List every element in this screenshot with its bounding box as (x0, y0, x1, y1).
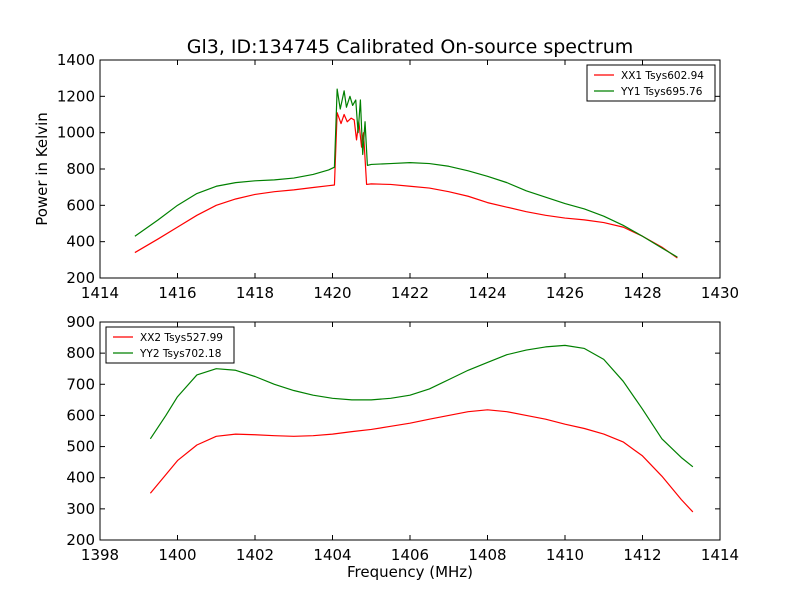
p0-x-tick-label: 1414 (81, 284, 119, 302)
p0-y-tick-label: 1400 (57, 51, 95, 69)
p0-x-tick-label: 1420 (313, 284, 351, 302)
p1-legend-label-0: XX2 Tsys527.99 (140, 332, 223, 344)
p0-x-tick-label: 1422 (391, 284, 429, 302)
p0-x-tick-label: 1424 (468, 284, 506, 302)
p1-x-axis-label: Frequency (MHz) (347, 563, 473, 581)
chart-title: Gl3, ID:134745 Calibrated On-source spec… (187, 36, 634, 58)
p1-x-tick-label: 1404 (313, 546, 351, 564)
p0-x-tick-label: 1416 (158, 284, 196, 302)
p1-series-line-1 (149, 344, 694, 468)
p1-y-tick-label: 500 (66, 438, 95, 456)
p0-x-tick-label: 1418 (236, 284, 274, 302)
p1-legend: XX2 Tsys527.99 YY2 Tsys702.18 (105, 326, 235, 364)
p0-x-tick-label: 1428 (623, 284, 661, 302)
p0-legend-label-0: XX1 Tsys602.94 (621, 70, 704, 82)
p0-y-tick-label: 800 (66, 160, 95, 178)
p0-y-axis-label: Power in Kelvin (33, 112, 51, 226)
p0-y-tick-label: 600 (66, 196, 95, 214)
p1-y-tick-label: 800 (66, 344, 95, 362)
p1-x-tick-label: 1412 (623, 546, 661, 564)
p0-x-tick-label: 1430 (701, 284, 739, 302)
p1-legend-box (105, 326, 235, 364)
p0-legend-box (586, 64, 716, 102)
p1-y-tick-label: 200 (66, 531, 95, 549)
p1-x-tick-label: 1402 (236, 546, 274, 564)
p1-series-line-0 (149, 409, 694, 513)
p1-y-tick-label: 900 (66, 313, 95, 331)
p0-y-tick-label: 200 (66, 269, 95, 287)
p0-y-tick-label: 1200 (57, 87, 95, 105)
bottom-spectrum-panel: 1398 1400 1402 1404 1406 1408 1410 1412 1414 200 3… (66, 313, 739, 581)
p0-series-line-1 (134, 88, 678, 258)
p0-legend: XX1 Tsys602.94 YY1 Tsys695.76 (586, 64, 716, 102)
p1-x-tick-label: 1410 (546, 546, 584, 564)
p1-y-tick-label: 600 (66, 406, 95, 424)
p1-y-tick-label: 700 (66, 375, 95, 393)
p1-y-tick-label: 400 (66, 469, 95, 487)
p1-x-tick-label: 1414 (701, 546, 739, 564)
p0-y-tick-label: 1000 (57, 124, 95, 142)
p0-legend-label-1: YY1 Tsys695.76 (620, 86, 703, 98)
p0-x-tick-label: 1426 (546, 284, 584, 302)
p1-y-tick-label: 300 (66, 500, 95, 518)
p0-y-tick-label: 400 (66, 233, 95, 251)
p1-x-tick-label: 1408 (468, 546, 506, 564)
p1-x-tick-label: 1406 (391, 546, 429, 564)
p1-legend-label-1: YY2 Tsys702.18 (139, 348, 221, 360)
top-spectrum-panel: 1414 1416 1418 1420 1422 1424 1426 1428 1430 200 4… (33, 51, 739, 302)
p1-x-tick-label: 1400 (158, 546, 196, 564)
p0-series-line-0 (134, 112, 678, 259)
p1-x-tick-label: 1398 (81, 546, 119, 564)
